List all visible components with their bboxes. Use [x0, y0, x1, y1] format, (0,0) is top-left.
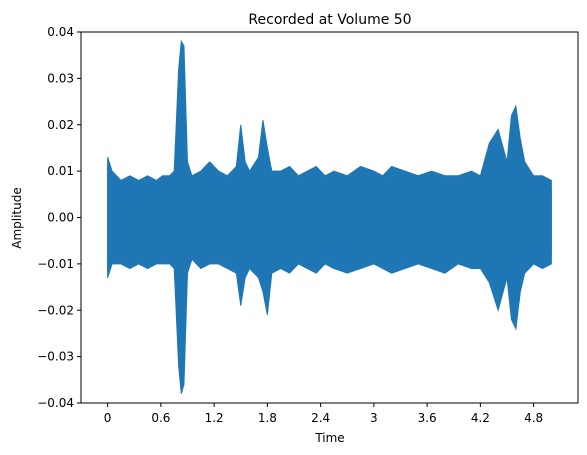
x-tick-label: 2.4 — [311, 411, 330, 425]
y-tick-label: 0.04 — [47, 25, 74, 39]
x-tick-label: 0 — [104, 411, 112, 425]
plot-area — [107, 39, 552, 394]
x-tick-label: 4.8 — [524, 411, 543, 425]
x-tick-label: 3 — [370, 411, 378, 425]
x-axis: 0 0.6 1.2 1.8 2.4 3 3.6 4.2 4.8 — [104, 403, 543, 425]
waveform-series-0-detail — [107, 57, 552, 387]
y-axis-label: Amplitude — [10, 187, 24, 249]
y-axis: −0.04 −0.03 −0.02 −0.01 0.00 0.01 0.02 0.03 0.04 — [37, 25, 81, 410]
chart-title: Recorded at Volume 50 — [248, 12, 411, 28]
x-tick-label: 3.6 — [418, 411, 437, 425]
x-tick-label: 4.2 — [471, 411, 490, 425]
x-axis-label: Time — [314, 431, 344, 445]
y-tick-label: −0.03 — [37, 350, 74, 364]
y-tick-label: −0.01 — [37, 257, 74, 271]
x-tick-label: 1.8 — [258, 411, 277, 425]
x-tick-label: 1.2 — [205, 411, 224, 425]
y-tick-label: 0.00 — [47, 211, 74, 225]
y-tick-label: −0.04 — [37, 396, 74, 410]
y-tick-label: −0.02 — [37, 303, 74, 317]
x-tick-label: 0.6 — [151, 411, 170, 425]
y-tick-label: 0.03 — [47, 71, 74, 85]
y-tick-label: 0.02 — [47, 118, 74, 132]
y-tick-label: 0.01 — [47, 164, 74, 178]
